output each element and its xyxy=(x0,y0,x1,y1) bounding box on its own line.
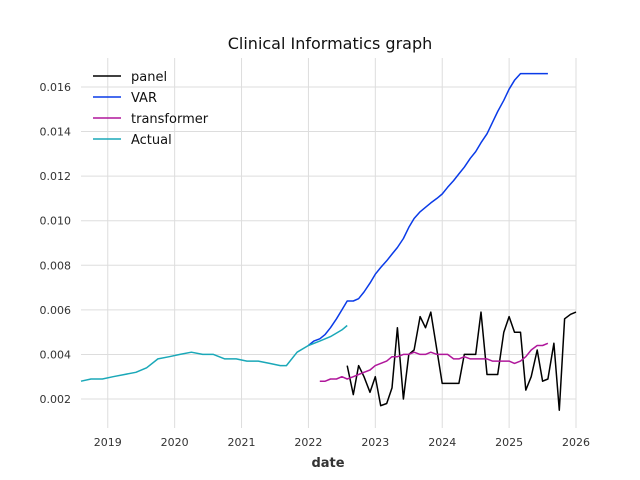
x-tick-label: 2021 xyxy=(228,436,256,449)
x-tick-label: 2023 xyxy=(361,436,389,449)
x-tick-label: 2022 xyxy=(294,436,322,449)
x-tick-label: 2026 xyxy=(562,436,590,449)
x-tick-label: 2020 xyxy=(161,436,189,449)
legend-label-actual: Actual xyxy=(131,133,172,148)
x-tick-label: 2025 xyxy=(495,436,523,449)
legend: panel VAR transformer Actual xyxy=(93,70,209,148)
series-line-actual xyxy=(80,324,348,382)
series-line-var xyxy=(307,72,548,347)
y-tick-labels: 0.002 0.004 0.006 0.008 0.010 0.012 0.014 0.016 xyxy=(40,81,72,406)
legend-label-var: VAR xyxy=(131,91,157,106)
legend-label-transformer: transformer xyxy=(131,112,209,127)
y-tick-label: 0.014 xyxy=(40,126,72,139)
y-tick-label: 0.010 xyxy=(40,215,72,228)
chart-title: Clinical Informatics graph xyxy=(228,34,433,53)
x-tick-labels: 2019 2020 2021 2022 2023 2024 2025 2026 xyxy=(94,436,590,449)
grid xyxy=(81,58,577,428)
y-tick-label: 0.016 xyxy=(40,81,72,94)
y-tick-label: 0.004 xyxy=(40,348,72,361)
x-axis-label: date xyxy=(311,456,344,471)
series-line-panel xyxy=(346,311,577,411)
y-tick-label: 0.008 xyxy=(40,259,72,272)
y-tick-label: 0.012 xyxy=(40,170,72,183)
series-line-transformer xyxy=(319,342,549,382)
legend-label-panel: panel xyxy=(131,70,167,85)
x-tick-label: 2019 xyxy=(94,436,122,449)
series-lines xyxy=(80,72,577,411)
x-tick-label: 2024 xyxy=(428,436,456,449)
y-tick-label: 0.006 xyxy=(40,304,72,317)
y-tick-label: 0.002 xyxy=(40,393,72,406)
